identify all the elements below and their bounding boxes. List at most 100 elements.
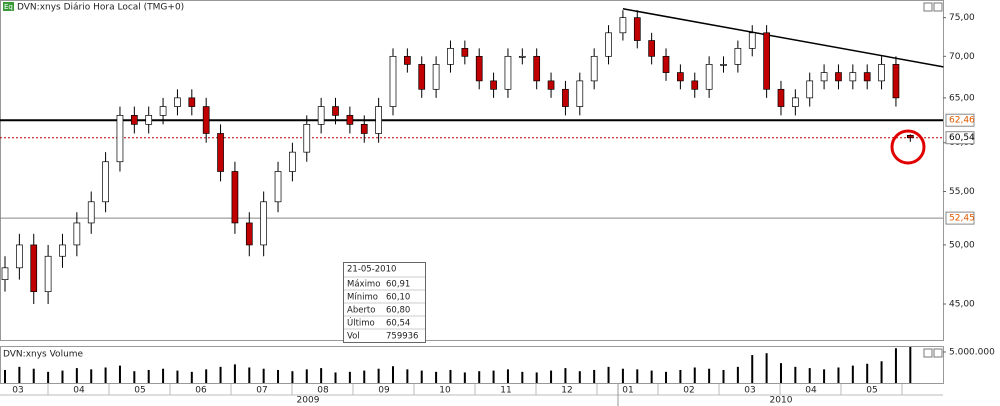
candle-body bbox=[375, 106, 382, 134]
level-label: 60,54 bbox=[949, 133, 975, 143]
candle-body bbox=[30, 244, 38, 293]
candle-body bbox=[174, 97, 181, 107]
info-value: 60,54 bbox=[386, 319, 410, 329]
volume-panel bbox=[0, 346, 944, 384]
candle-body bbox=[518, 55, 526, 58]
volume-bar bbox=[794, 366, 797, 383]
candle-body bbox=[274, 171, 282, 203]
candle-body bbox=[720, 64, 727, 66]
info-key: Mínimo bbox=[347, 293, 378, 303]
volume-bar bbox=[593, 369, 596, 383]
volume-bar bbox=[348, 371, 351, 383]
volume-bar bbox=[363, 370, 366, 383]
volume-bar bbox=[722, 369, 725, 383]
volume-bar bbox=[219, 366, 222, 383]
volume-bar bbox=[435, 371, 438, 383]
candle-body bbox=[130, 115, 138, 125]
candle-body bbox=[231, 171, 239, 224]
candle-body bbox=[576, 80, 584, 107]
candle-body bbox=[217, 133, 224, 172]
candle-body bbox=[432, 64, 440, 90]
volume-bar bbox=[665, 371, 668, 383]
candle-body bbox=[490, 80, 497, 90]
month-label: 11 bbox=[500, 386, 511, 396]
y-tick-label: 55,00 bbox=[949, 187, 975, 197]
volume-bar bbox=[277, 369, 280, 383]
volume-bar bbox=[334, 372, 337, 383]
level-label: 62,46 bbox=[949, 116, 975, 126]
candle-body bbox=[1, 267, 9, 280]
volume-bar bbox=[18, 366, 21, 383]
volume-bar bbox=[205, 369, 208, 383]
candle-body bbox=[806, 80, 814, 99]
volume-bar bbox=[61, 370, 64, 383]
candle-body bbox=[533, 55, 541, 82]
volume-bar bbox=[535, 372, 538, 383]
candle-body bbox=[734, 48, 742, 65]
volume-tick-label: 5.000.000 bbox=[949, 347, 995, 357]
candle-body bbox=[849, 72, 857, 82]
volume-bar bbox=[320, 368, 323, 383]
volume-bar bbox=[708, 368, 711, 383]
candle-body bbox=[404, 55, 411, 65]
volume-bar bbox=[449, 369, 452, 383]
info-value: 60,10 bbox=[386, 293, 410, 303]
panel-button[interactable] bbox=[933, 348, 943, 358]
volume-bar bbox=[104, 367, 107, 383]
panel-button[interactable] bbox=[933, 2, 943, 12]
volume-bar bbox=[47, 371, 50, 383]
y-tick-label: 45,00 bbox=[949, 299, 975, 309]
volume-bar bbox=[866, 363, 869, 383]
candle-body bbox=[763, 32, 770, 90]
candle-body bbox=[662, 55, 670, 73]
volume-bar bbox=[492, 370, 495, 383]
volume-bar bbox=[837, 367, 840, 383]
candle-body bbox=[289, 151, 296, 172]
candle-body bbox=[633, 17, 641, 41]
info-key: Último bbox=[347, 317, 375, 329]
panel-button[interactable] bbox=[923, 2, 933, 12]
volume-bar bbox=[506, 369, 509, 383]
candle-body bbox=[705, 64, 713, 90]
candle-body bbox=[389, 55, 397, 107]
candle-body bbox=[863, 72, 871, 82]
eq-icon[interactable] bbox=[3, 2, 14, 11]
volume-bar bbox=[4, 369, 6, 383]
info-value: 60,80 bbox=[386, 306, 410, 316]
info-key: Máximo bbox=[347, 280, 380, 290]
candle-body bbox=[835, 72, 842, 82]
volume-bar bbox=[478, 371, 481, 383]
candle-body bbox=[777, 88, 785, 107]
volume-bar bbox=[133, 371, 136, 383]
candle-body bbox=[159, 106, 167, 116]
candle-body bbox=[102, 161, 109, 203]
volume-bar bbox=[32, 368, 35, 383]
candle-body bbox=[145, 115, 153, 125]
volume-bar bbox=[894, 348, 897, 383]
candle-body bbox=[87, 201, 95, 224]
year-label: 2010 bbox=[770, 396, 793, 406]
volume-bar bbox=[233, 364, 236, 383]
candle-body bbox=[691, 80, 699, 90]
month-label: 10 bbox=[439, 386, 451, 396]
volume-bar bbox=[636, 369, 639, 383]
info-key: Aberto bbox=[347, 306, 375, 316]
y-tick-label: 65,00 bbox=[949, 93, 975, 103]
volume-title: DVN:xnys Volume bbox=[3, 350, 84, 360]
panel-button[interactable] bbox=[923, 348, 933, 358]
volume-bar bbox=[823, 369, 826, 383]
candle-body bbox=[892, 64, 900, 99]
volume-bar bbox=[779, 363, 782, 383]
volume-bar bbox=[420, 370, 423, 383]
month-label: 05 bbox=[866, 386, 877, 396]
candle-body bbox=[791, 97, 799, 107]
candle-body bbox=[475, 55, 483, 82]
candle-body bbox=[44, 255, 52, 293]
candle-body bbox=[677, 72, 684, 82]
candle-body bbox=[748, 32, 756, 49]
volume-bar bbox=[176, 370, 179, 383]
volume-bar bbox=[736, 366, 739, 383]
month-label: 05 bbox=[134, 386, 145, 396]
